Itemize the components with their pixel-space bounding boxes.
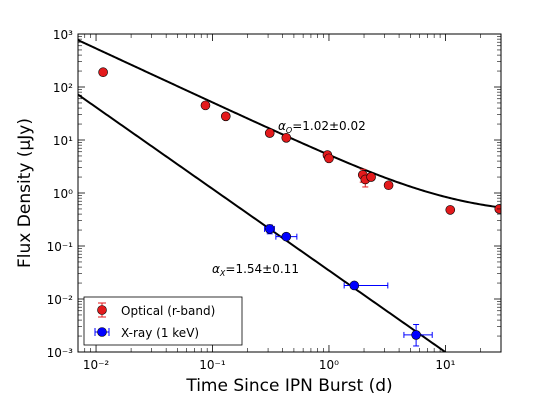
legend-marker-optical xyxy=(97,302,107,318)
optical-data-point xyxy=(264,128,275,138)
y-tick-label: 10⁰ xyxy=(53,187,73,201)
optical-data-point xyxy=(366,172,376,182)
y-axis-label: Flux Density (μJy) xyxy=(15,118,35,268)
legend-marker-xray xyxy=(94,327,110,337)
x-tick-label: 10⁰ xyxy=(319,358,339,372)
xray-fit-line xyxy=(78,93,448,352)
optical-data-point xyxy=(445,205,456,215)
x-axis-label: Time Since IPN Burst (d) xyxy=(185,376,392,396)
x-tick-label: 10⁻¹ xyxy=(199,358,226,372)
optical-data-point xyxy=(220,111,231,122)
data-points xyxy=(98,67,501,347)
xray-data-point xyxy=(264,224,275,234)
optical-data-point xyxy=(324,153,334,164)
optical-data-point xyxy=(281,133,292,143)
x-tick-label: 10¹ xyxy=(435,358,455,372)
optical-data-point xyxy=(98,67,108,78)
legend: Optical (r-band) X-ray (1 keV) xyxy=(83,296,243,346)
y-tick-label: 10⁻² xyxy=(47,293,74,307)
legend-label-optical: Optical (r-band) xyxy=(121,304,215,318)
y-tick-label: 10³ xyxy=(53,28,73,42)
optical-slope-annotation: αO=1.02±0.02 xyxy=(278,119,366,135)
y-tick-label: 10⁻¹ xyxy=(47,240,74,254)
y-tick-label: 10² xyxy=(53,81,73,95)
optical-fit-line xyxy=(78,39,501,209)
xray-data-point xyxy=(411,330,421,340)
legend-box xyxy=(83,296,243,346)
y-tick-label: 10¹ xyxy=(53,134,73,148)
x-tick-label: 10⁻² xyxy=(83,358,110,372)
optical-data-point xyxy=(200,100,211,111)
xray-slope-annotation: αX=1.54±0.11 xyxy=(212,262,299,278)
legend-label-xray: X-ray (1 keV) xyxy=(121,326,199,340)
optical-data-point xyxy=(383,180,394,191)
xray-data-point xyxy=(349,280,360,291)
y-tick-label: 10⁻³ xyxy=(47,346,74,360)
xray-data-point xyxy=(281,231,292,242)
axis-ticks: 10⁻² 10⁻¹ 10⁰ 10¹ 10⁻³ 10⁻² 10⁻¹ 10⁰ 10¹ 10² 10³ xyxy=(47,28,502,372)
